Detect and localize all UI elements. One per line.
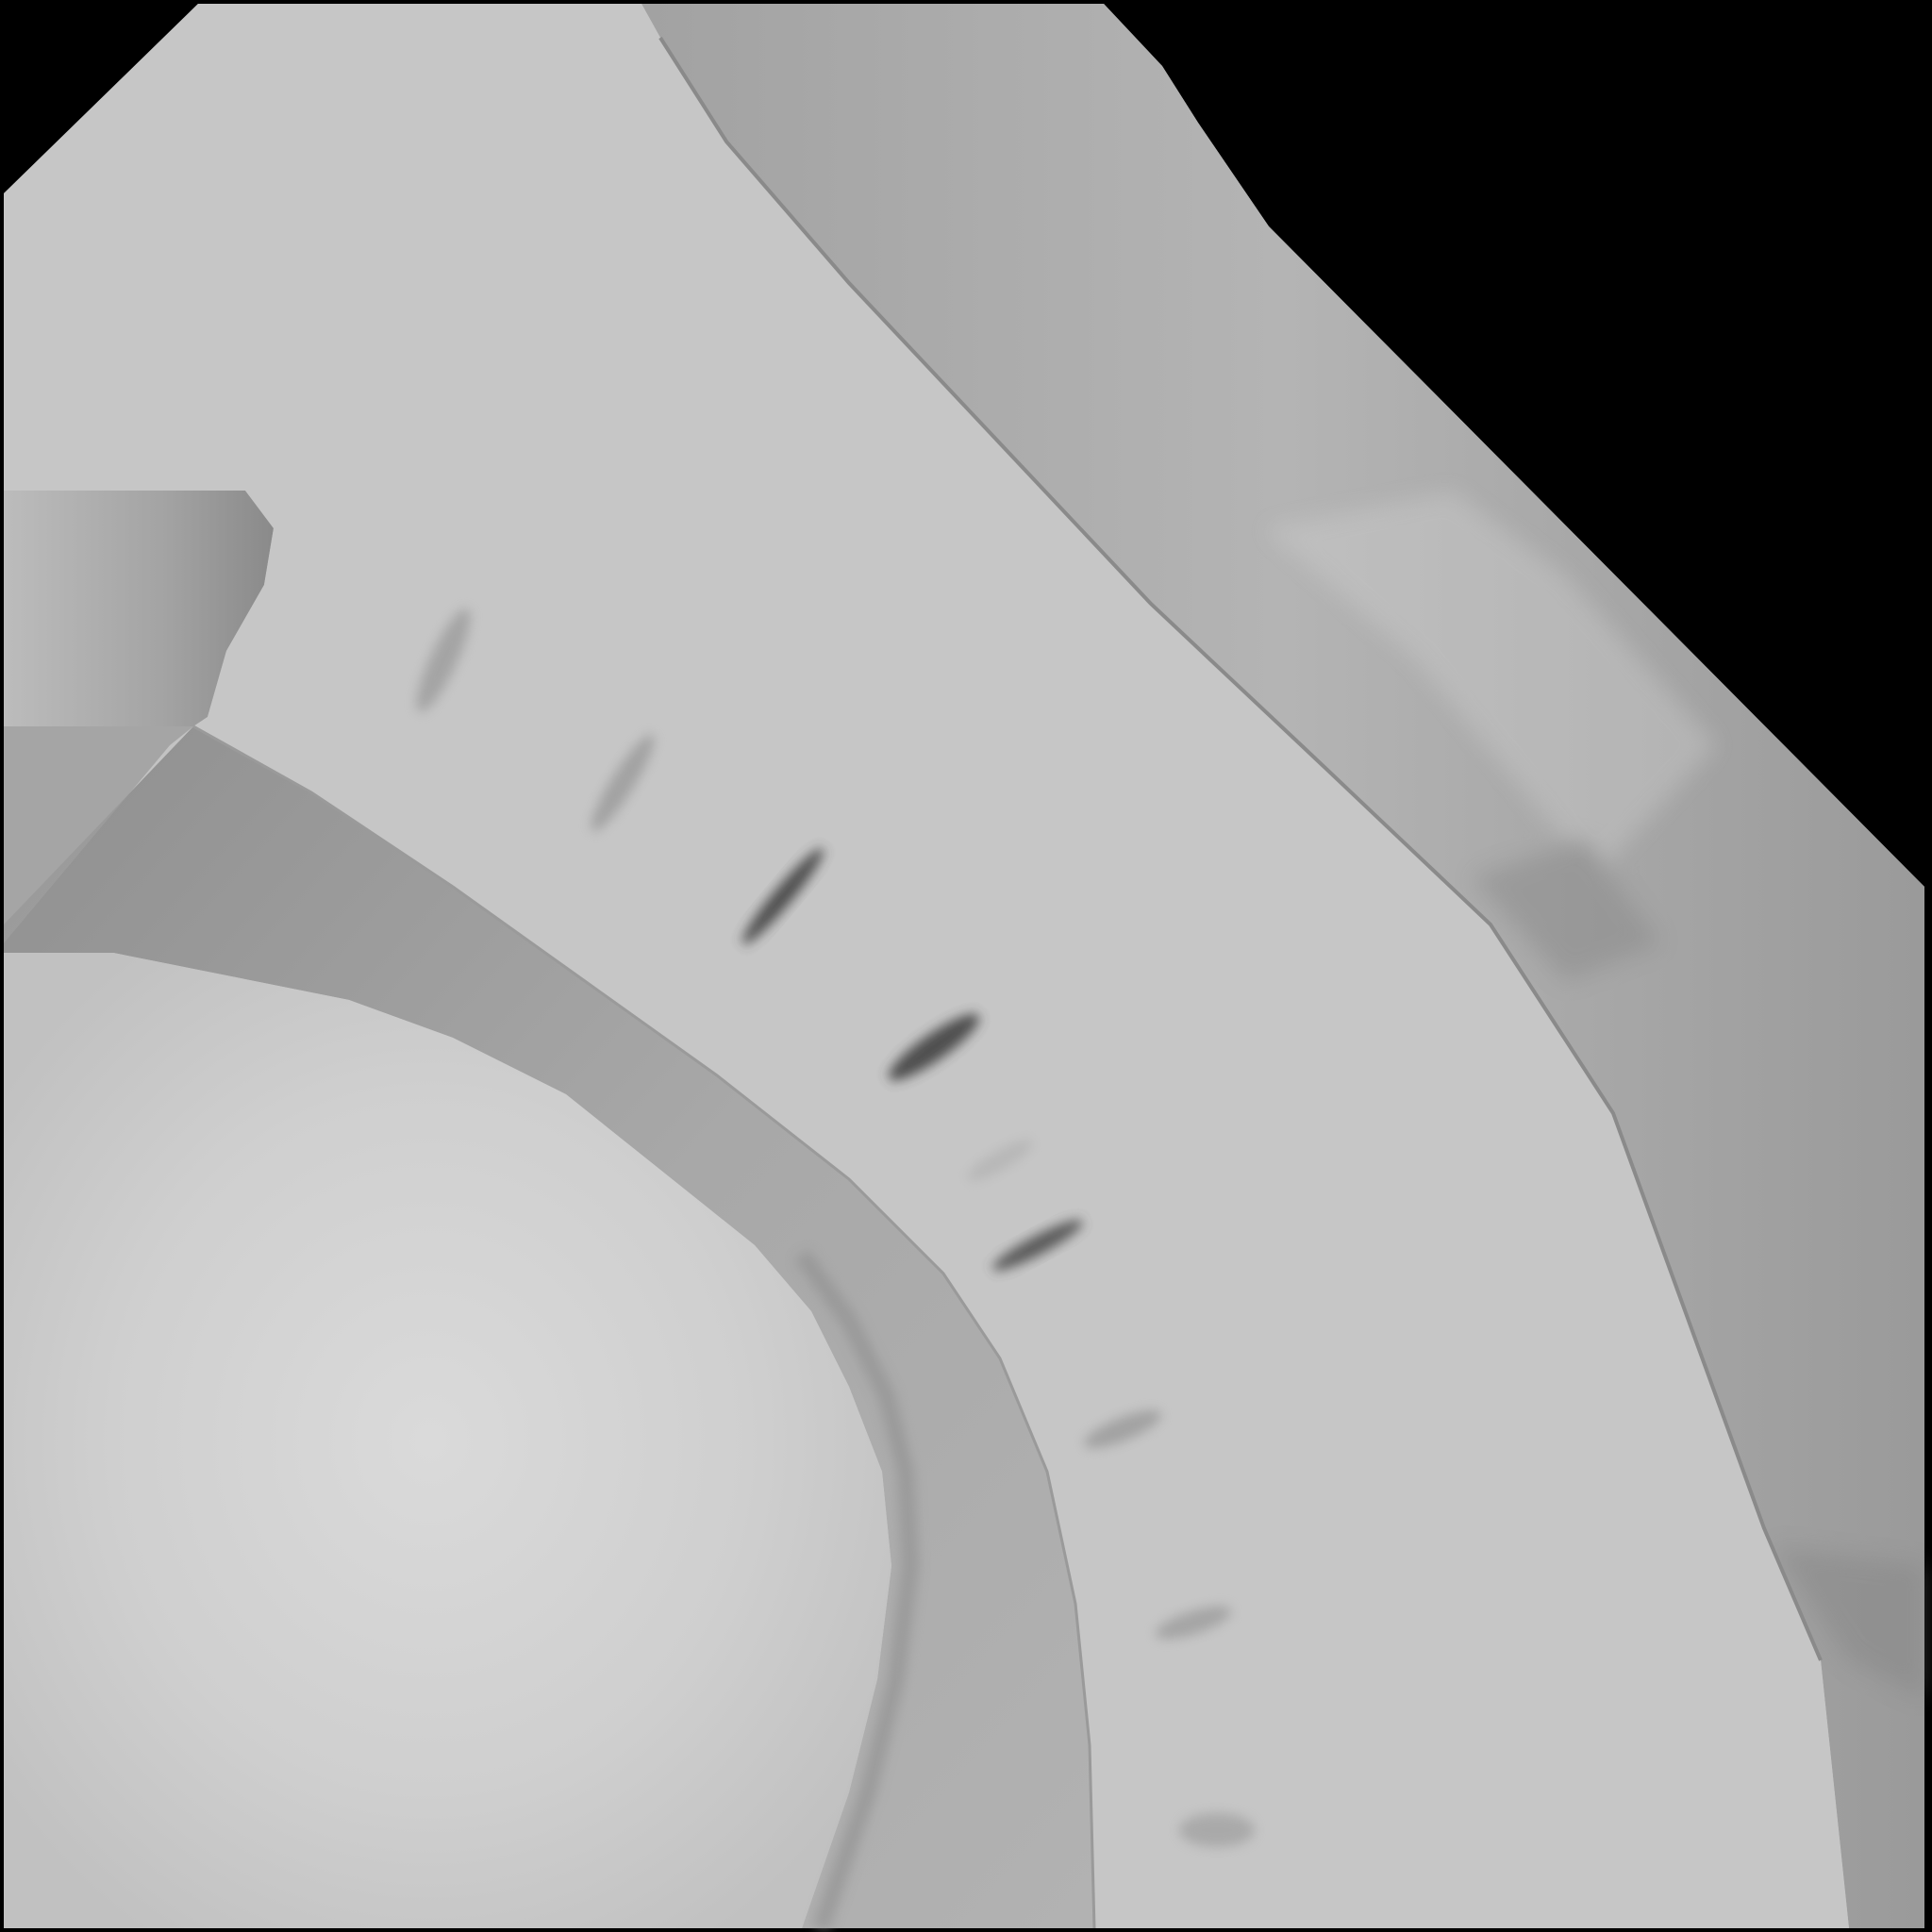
right-slope [641, 4, 1924, 1928]
ledge-shadow [4, 726, 193, 943]
skid-mark [888, 1013, 980, 1081]
road-edge-outer [658, 36, 1823, 1661]
slope-banding [1264, 491, 1924, 1698]
road-surface [4, 4, 1849, 1928]
skid-mark [741, 848, 824, 944]
left-ledge [4, 491, 274, 726]
skid-mark [416, 608, 471, 712]
mound [4, 953, 891, 1928]
skid-mark [591, 734, 655, 832]
inner-slope [4, 726, 1094, 1928]
skid-marks [416, 608, 1255, 1847]
skid-mark [1179, 1813, 1255, 1847]
skid-mark [967, 1140, 1033, 1181]
road-edge-inner [192, 724, 1096, 1929]
mound-rim-shadow [794, 1249, 920, 1931]
skid-mark [992, 1220, 1083, 1271]
skid-mark [1083, 1410, 1162, 1448]
skid-mark [1155, 1606, 1232, 1640]
